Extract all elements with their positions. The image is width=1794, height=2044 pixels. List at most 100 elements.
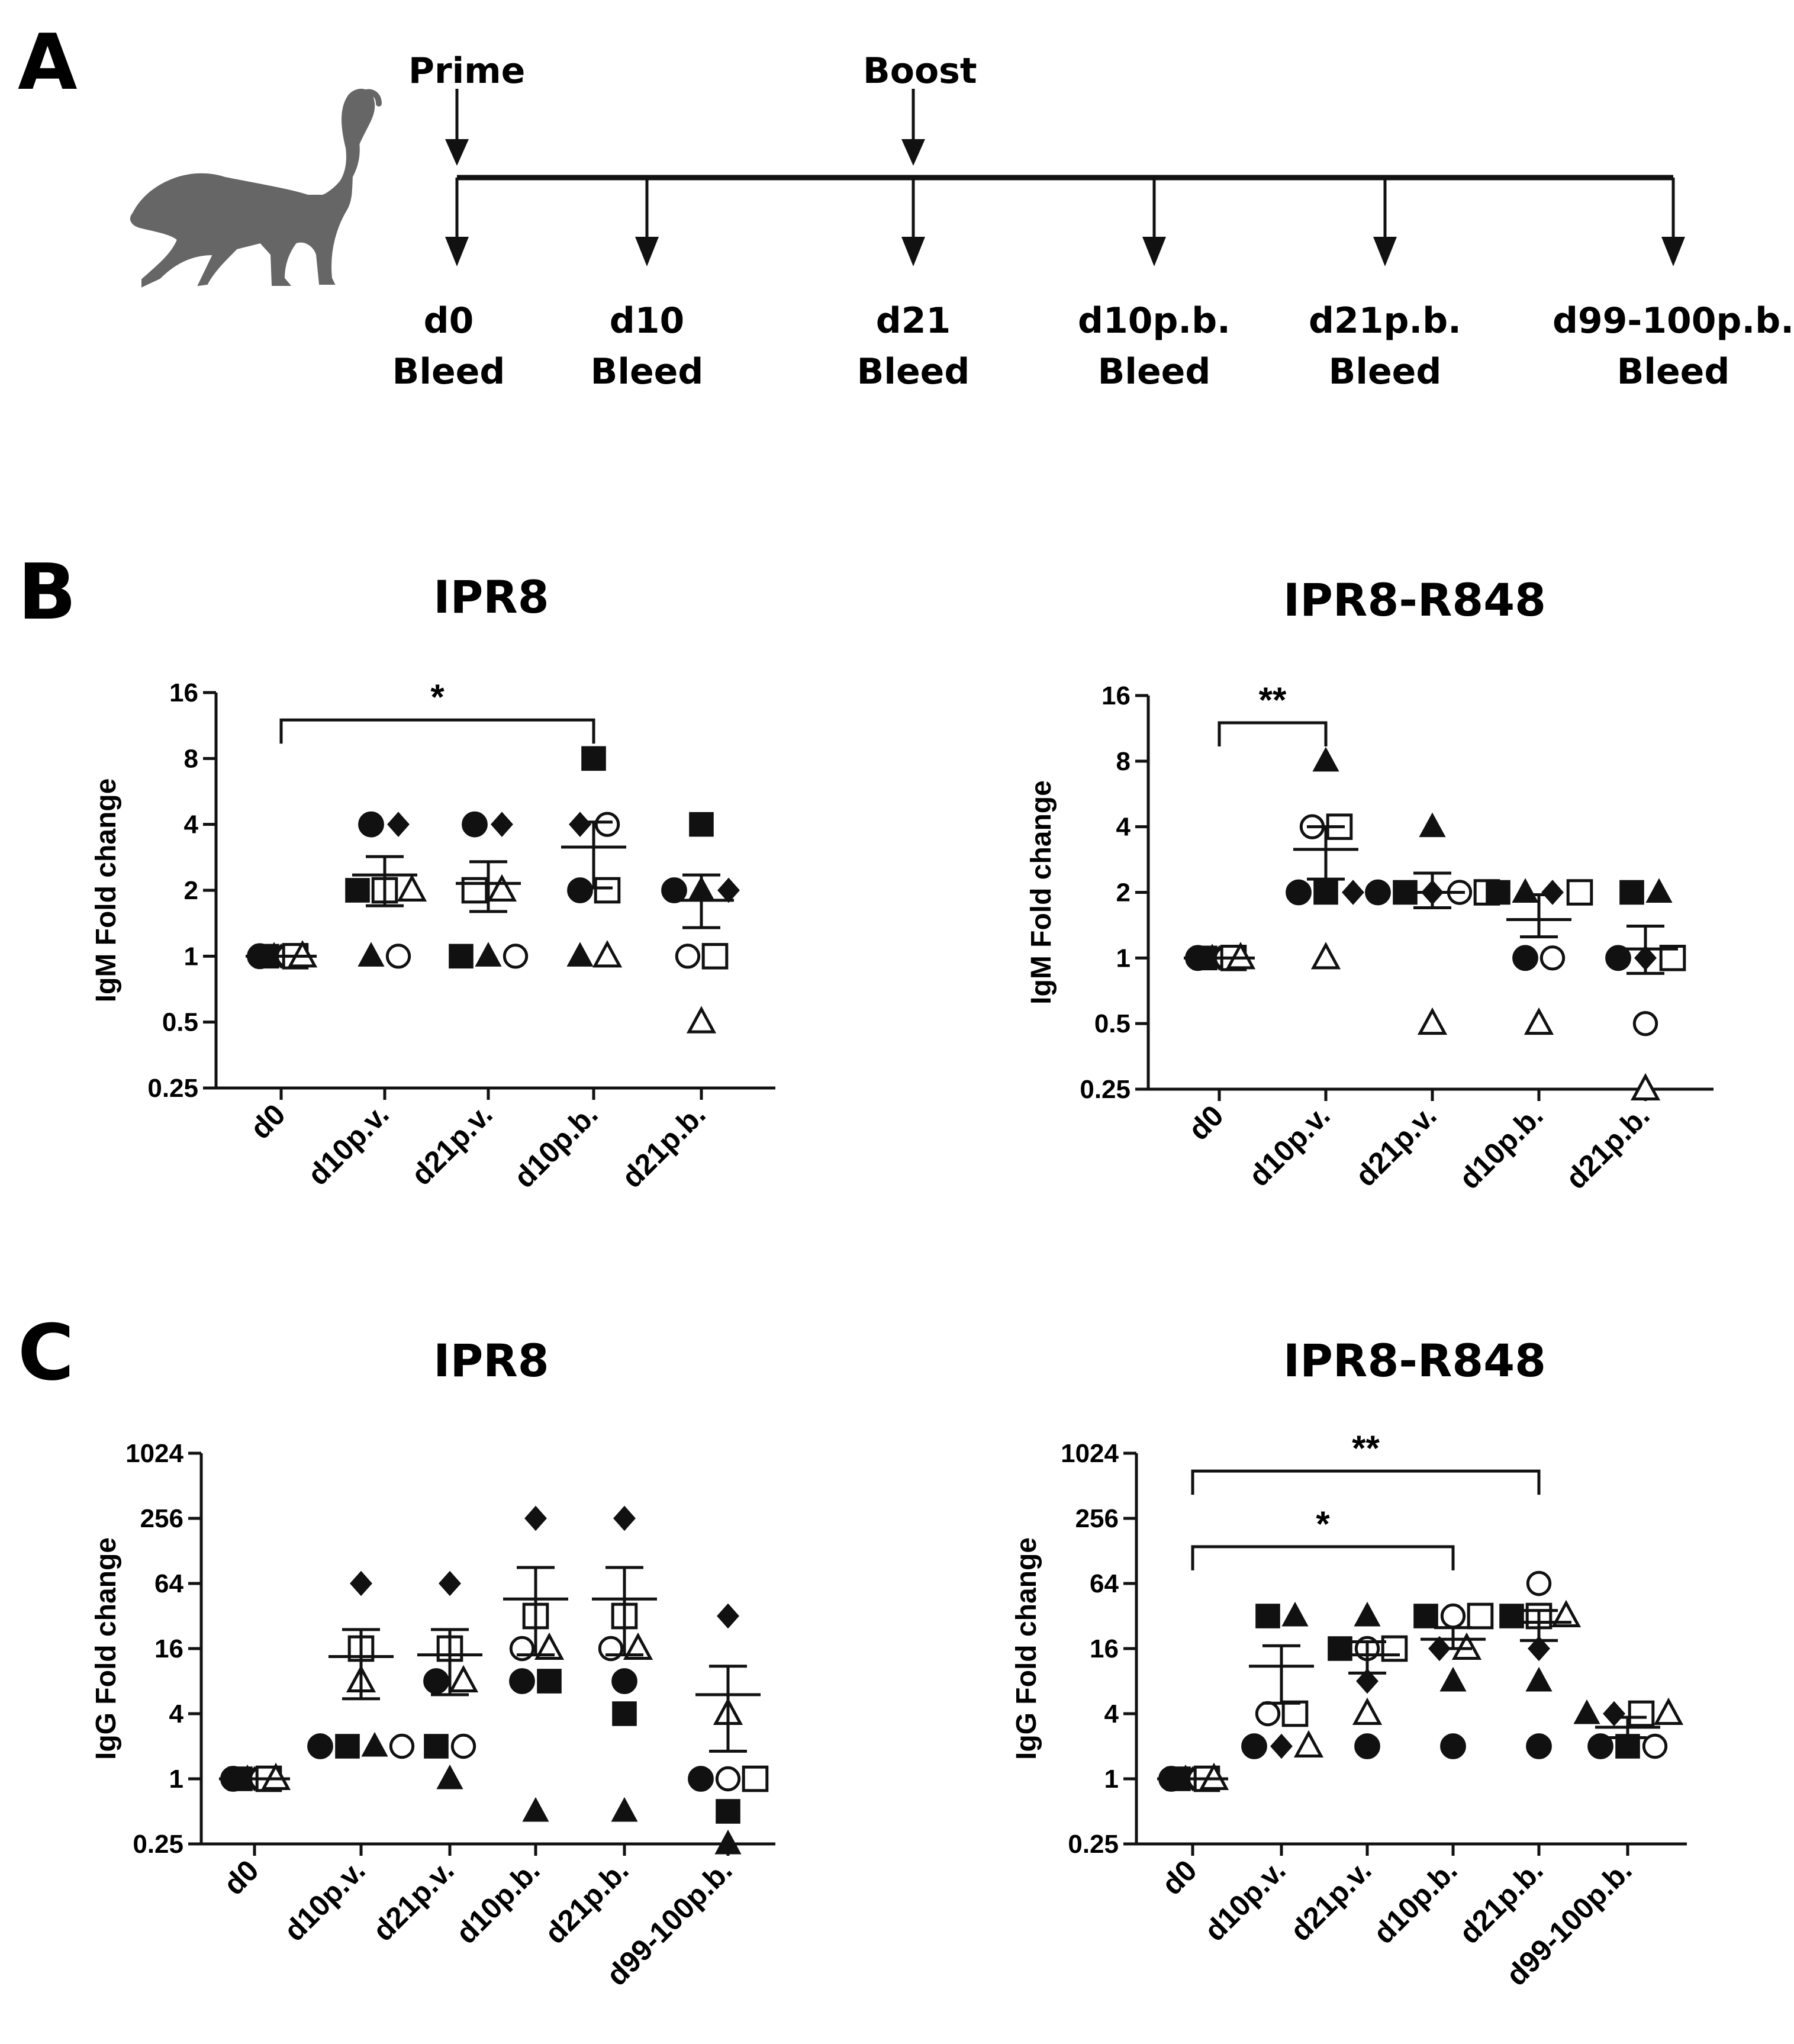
x-tick-label: d10p.b. xyxy=(449,1853,546,1950)
y-tick-label: 1 xyxy=(1104,1765,1119,1794)
filled-square-point xyxy=(449,944,474,969)
open-triangle-point xyxy=(1293,1730,1324,1757)
open-triangle-point xyxy=(1551,1599,1582,1627)
filled-diamond-point xyxy=(1528,1636,1550,1662)
timeline-bleed-label: Bleed xyxy=(1617,351,1730,392)
open-square-point xyxy=(1381,1635,1408,1662)
filled-triangle-point xyxy=(1525,1666,1553,1692)
y-tick-label: 0.25 xyxy=(1080,1075,1130,1104)
significance-label: ** xyxy=(1352,1428,1380,1468)
filled-diamond-point xyxy=(350,1570,372,1596)
x-tick-label: d10p.v. xyxy=(301,1097,395,1192)
y-tick-label: 1 xyxy=(169,1765,183,1794)
open-triangle-point xyxy=(1451,1632,1482,1660)
y-tick-label: 16 xyxy=(1101,681,1130,710)
panel-label-b: B xyxy=(18,547,76,637)
filled-square-point xyxy=(1413,1604,1438,1628)
timeline-top-arrow-head xyxy=(901,139,925,166)
x-tick-label: d21p.b. xyxy=(615,1097,711,1194)
significance-bracket xyxy=(1191,1545,1455,1570)
significance-bracket xyxy=(1218,721,1328,746)
filled-diamond-point xyxy=(1541,880,1564,905)
y-tick-label: 4 xyxy=(1104,1699,1119,1728)
y-tick-label: 4 xyxy=(1116,813,1131,842)
chart-title: IPR8 xyxy=(433,571,549,623)
y-tick-label: 0.25 xyxy=(133,1830,183,1859)
filled-square-point xyxy=(1499,1604,1524,1628)
igm-ipr8-chart: IPR8 0.25 0.5 1 2 4 8 16 IgM Fold change d0 d10p.v… xyxy=(91,571,775,1195)
x-tick-label: d21p.v. xyxy=(366,1853,460,1948)
y-axis-label: IgM Fold change xyxy=(91,778,122,1003)
timeline-day-label: d21p.b. xyxy=(1309,300,1461,342)
open-triangle-point xyxy=(534,1632,565,1660)
filled-square-point xyxy=(689,812,714,837)
filled-diamond-point xyxy=(1270,1733,1293,1759)
open-circle-point xyxy=(1440,1603,1466,1629)
filled-triangle-point xyxy=(566,942,594,967)
open-circle-point xyxy=(594,812,620,837)
filled-triangle-point xyxy=(1312,746,1339,772)
timeline-arrow-head xyxy=(635,237,659,266)
timeline-day-label: d99-100p.b. xyxy=(1553,300,1794,342)
y-tick-label: 0.25 xyxy=(147,1074,198,1103)
timeline-arrow-head xyxy=(1373,237,1397,266)
x-tick-label: d10p.b. xyxy=(1367,1853,1463,1950)
y-tick-label: 64 xyxy=(154,1569,183,1598)
x-tick-label: d10p.b. xyxy=(507,1097,604,1194)
filled-triangle-point xyxy=(1439,1666,1467,1692)
open-triangle-point xyxy=(1225,942,1256,970)
filled-square-point xyxy=(612,1701,637,1726)
filled-triangle-point xyxy=(714,1829,742,1855)
x-tick-label: d0 xyxy=(217,1853,265,1901)
x-tick-label: d21p.b. xyxy=(1559,1099,1655,1195)
open-square-point xyxy=(1281,1700,1309,1727)
open-triangle-point xyxy=(623,1632,653,1660)
filled-triangle-point xyxy=(1281,1601,1309,1627)
filled-circle-point xyxy=(1241,1733,1267,1759)
monkey-icon xyxy=(130,89,382,288)
filled-circle-point xyxy=(1365,879,1391,906)
x-tick-label: d10p.v. xyxy=(1198,1853,1292,1948)
filled-triangle-point xyxy=(1645,878,1673,903)
y-tick-label: 0.25 xyxy=(1068,1830,1119,1859)
open-circle-point xyxy=(1255,1701,1281,1727)
filled-diamond-point xyxy=(524,1505,547,1531)
open-square-point xyxy=(742,1765,769,1792)
panel-label-a: A xyxy=(18,17,78,107)
open-square-point xyxy=(1566,879,1593,906)
open-circle-point xyxy=(675,944,701,969)
filled-circle-point xyxy=(1512,945,1538,971)
filled-triangle-point xyxy=(611,1797,638,1822)
y-axis-label: IgM Fold change xyxy=(1026,780,1057,1005)
filled-diamond-point xyxy=(613,1505,636,1531)
y-tick-label: 0.5 xyxy=(1094,1009,1130,1038)
filled-square-point xyxy=(424,1734,449,1759)
filled-square-point xyxy=(716,1799,740,1824)
filled-square-point xyxy=(1486,880,1510,905)
filled-circle-point xyxy=(1354,1733,1380,1759)
timeline-arrow-head xyxy=(445,237,469,266)
timeline-arrow-head xyxy=(901,237,925,266)
y-tick-label: 2 xyxy=(1116,878,1130,907)
filled-square-point xyxy=(1255,1604,1280,1628)
filled-diamond-point xyxy=(387,812,410,837)
filled-triangle-point xyxy=(475,942,502,967)
filled-triangle-point xyxy=(1573,1699,1600,1724)
open-circle-point xyxy=(1642,1733,1668,1759)
y-tick-label: 1 xyxy=(1116,944,1130,973)
filled-circle-point xyxy=(688,1766,714,1792)
filled-circle-point xyxy=(567,877,593,903)
filled-diamond-point xyxy=(491,812,513,837)
open-square-point xyxy=(701,943,729,970)
filled-square-point xyxy=(1313,880,1338,905)
y-tick-label: 0.5 xyxy=(162,1008,198,1037)
x-tick-label: d10p.b. xyxy=(1452,1099,1549,1195)
open-circle-point xyxy=(1539,945,1566,971)
open-triangle-point xyxy=(1310,942,1341,970)
y-tick-label: 8 xyxy=(1116,747,1130,776)
x-tick-label: d10p.v. xyxy=(1242,1099,1336,1193)
open-triangle-point xyxy=(1199,1762,1229,1790)
y-tick-label: 1 xyxy=(184,942,198,971)
open-triangle-point xyxy=(1524,1007,1554,1035)
